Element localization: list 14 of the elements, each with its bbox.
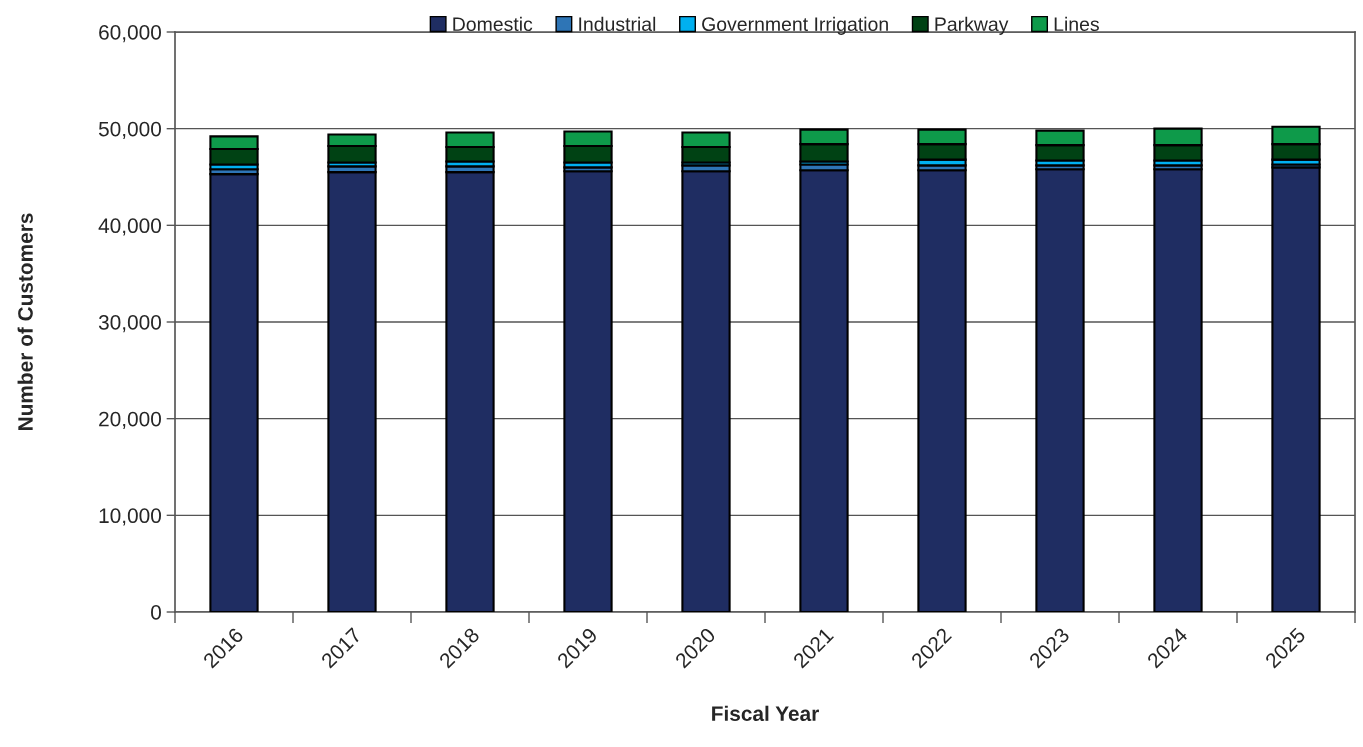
x-axis-title: Fiscal Year	[712, 705, 819, 722]
y-tick-label: 30,000	[98, 315, 161, 333]
legend-label: Government Irrigation	[702, 16, 888, 35]
y-tick-label: 40,000	[98, 218, 161, 236]
y-axis-title: Number of Customers	[17, 213, 33, 430]
y-tick-label: 0	[151, 605, 161, 620]
y-tick-label: 10,000	[99, 508, 161, 526]
legend-label: Domestic	[453, 16, 533, 32]
y-tick-label: 20,000	[99, 411, 161, 429]
legend-label: Lines	[1054, 16, 1099, 32]
legend-label: Parkway	[935, 16, 1009, 35]
y-tick-label: 60,000	[99, 25, 161, 43]
y-tick-label: 50,000	[98, 121, 161, 139]
legend-label: Industrial	[579, 16, 656, 32]
